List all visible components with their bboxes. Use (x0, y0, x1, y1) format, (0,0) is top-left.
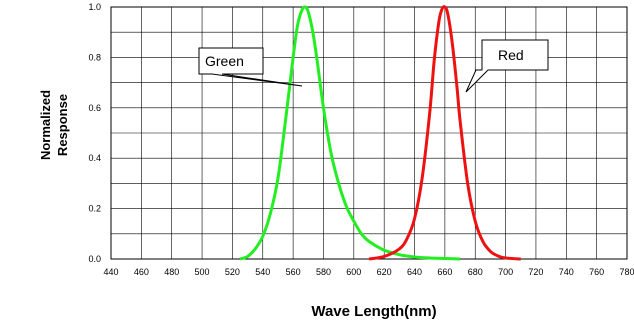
x-tick-label: 460 (134, 267, 149, 277)
y-tick-label: 0.4 (88, 153, 101, 163)
x-tick-label: 620 (377, 267, 392, 277)
series-line-red (368, 5, 521, 261)
green-callout: Green (198, 47, 303, 87)
y-axis-title-line1: Normalized (38, 90, 53, 160)
chart-ticks: 440 460 480 500 520 540 560 580 600 620 640 660 680 7… (88, 2, 634, 277)
x-tick-label: 540 (255, 267, 270, 277)
x-tick-label: 720 (528, 267, 543, 277)
red-callout-label: Red (498, 47, 524, 63)
x-tick-label: 680 (468, 267, 483, 277)
y-tick-label: 0.8 (88, 52, 101, 62)
y-tick-label: 0.2 (88, 204, 101, 214)
red-callout: Red (465, 39, 549, 93)
x-tick-label: 600 (346, 267, 361, 277)
y-axis-title-line2: Response (55, 94, 70, 156)
x-tick-label: 780 (619, 267, 634, 277)
x-axis-title: Wave Length(nm) (311, 303, 436, 320)
x-tick-label: 740 (559, 267, 574, 277)
x-tick-label: 520 (225, 267, 240, 277)
x-tick-label: 500 (195, 267, 210, 277)
x-tick-label: 580 (316, 267, 331, 277)
green-callout-box (198, 47, 303, 87)
x-tick-label: 440 (103, 267, 118, 277)
x-tick-label: 660 (437, 267, 452, 277)
chart-series (239, 5, 521, 261)
x-tick-label: 700 (498, 267, 513, 277)
y-tick-label: 1.0 (88, 2, 101, 12)
green-callout-label: Green (205, 53, 244, 69)
x-tick-label: 640 (407, 267, 422, 277)
red-callout-box (465, 39, 549, 93)
x-tick-label: 480 (164, 267, 179, 277)
x-tick-label: 560 (286, 267, 301, 277)
series-line-green (239, 5, 461, 261)
y-tick-label: 0.0 (88, 254, 101, 264)
y-tick-label: 0.6 (88, 103, 101, 113)
x-tick-label: 760 (589, 267, 604, 277)
